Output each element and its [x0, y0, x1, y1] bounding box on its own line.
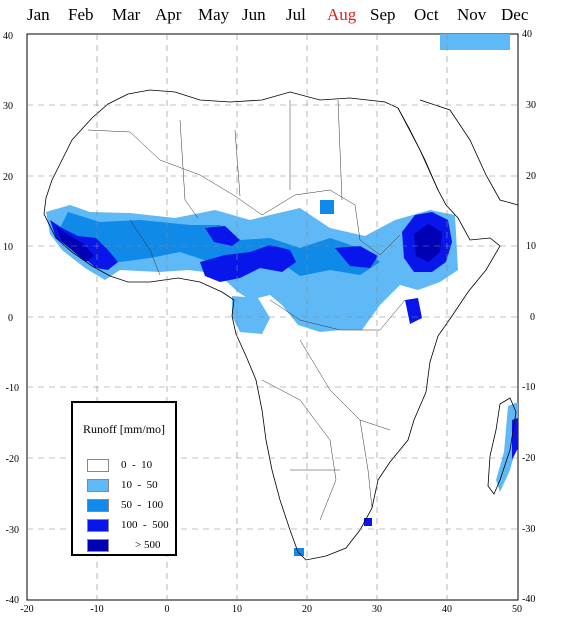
runoff-region-ethiopia-core — [414, 224, 442, 262]
x-tick-label: 10 — [232, 604, 242, 615]
runoff-region-north — [440, 34, 510, 50]
month-jan[interactable]: Jan — [27, 5, 50, 24]
runoff-legend: Runoff [mm/mo] 0 - 10 10 - 50 50 - 100 1… — [71, 401, 177, 556]
month-mar[interactable]: Mar — [112, 5, 141, 24]
y-tick-label: 20 — [526, 171, 536, 182]
month-nov[interactable]: Nov — [457, 5, 487, 24]
x-tick-label: -20 — [20, 604, 33, 615]
legend-item: 50 - 100 — [87, 499, 173, 514]
y-tick-label: -40 — [522, 594, 535, 605]
y-tick-label: 10 — [3, 242, 13, 253]
y-tick-label: -20 — [6, 454, 19, 465]
x-axis-labels: -20 -10 0 10 20 30 40 50 — [20, 604, 522, 615]
y-tick-label: 0 — [8, 313, 13, 324]
legend-swatch — [87, 499, 109, 512]
y-tick-label: 40 — [522, 29, 532, 40]
runoff-region-gabon — [232, 296, 270, 334]
y-tick-label: 40 — [3, 31, 13, 42]
runoff-region-victoria — [405, 298, 422, 324]
month-apr[interactable]: Apr — [155, 5, 182, 24]
legend-label: 10 - 50 — [121, 479, 158, 491]
y-axis-labels-right: 40 30 20 10 0 -10 -20 -30 -40 — [522, 29, 536, 605]
legend-swatch — [87, 539, 109, 552]
madagascar-outline — [487, 397, 517, 495]
x-tick-label: 50 — [512, 604, 522, 615]
y-tick-label: 0 — [530, 312, 535, 323]
x-tick-label: 40 — [442, 604, 452, 615]
country-borders — [87, 99, 406, 521]
x-tick-label: 0 — [165, 604, 170, 615]
legend-item: 10 - 50 — [87, 479, 173, 494]
x-tick-label: -10 — [90, 604, 103, 615]
x-tick-label: 30 — [372, 604, 382, 615]
y-tick-label: -20 — [522, 453, 535, 464]
legend-item: 100 - 500 — [87, 519, 173, 534]
month-jun[interactable]: Jun — [242, 5, 266, 24]
legend-item: > 500 — [87, 539, 173, 554]
legend-label: > 500 — [135, 539, 161, 551]
y-tick-label: -30 — [6, 525, 19, 536]
runoff-region-nigeria — [200, 245, 296, 282]
y-tick-label: 10 — [526, 241, 536, 252]
runoff-region-darfur — [320, 200, 334, 214]
y-tick-label: 30 — [526, 100, 536, 111]
y-tick-label: -10 — [6, 383, 19, 394]
legend-title: Runoff [mm/mo] — [82, 422, 166, 436]
legend-label: 50 - 100 — [121, 499, 164, 511]
runoff-region-cape — [294, 548, 304, 556]
legend-label: 0 - 10 — [121, 459, 153, 471]
y-tick-label: -30 — [522, 524, 535, 535]
runoff-region-guinea-core — [56, 226, 94, 262]
y-tick-label: 20 — [3, 172, 13, 183]
legend-swatch — [87, 479, 109, 492]
month-sep[interactable]: Sep — [370, 5, 396, 24]
x-tick-label: 20 — [302, 604, 312, 615]
runoff-region-sudan — [335, 246, 378, 268]
legend-item: 0 - 10 — [87, 459, 173, 474]
coastlines — [43, 89, 518, 561]
arabia-outline — [419, 99, 518, 206]
month-feb[interactable]: Feb — [68, 5, 94, 24]
africa-outline — [43, 89, 501, 561]
legend-swatch — [87, 459, 109, 472]
month-aug[interactable]: Aug — [327, 5, 357, 24]
y-axis-labels-left: 40 30 20 10 0 -10 -20 -30 -40 — [3, 31, 19, 606]
month-oct[interactable]: Oct — [414, 5, 439, 24]
runoff-layer — [46, 34, 518, 556]
runoff-region-natal — [364, 518, 372, 526]
red-sea-outline — [397, 107, 439, 191]
month-jul[interactable]: Jul — [286, 5, 306, 24]
month-may[interactable]: May — [198, 5, 230, 24]
y-tick-label: -10 — [522, 382, 535, 393]
runoff-region-mid — [58, 212, 380, 276]
legend-swatch — [87, 519, 109, 532]
legend-label: 100 - 500 — [121, 519, 169, 531]
month-selector: Jan Feb Mar Apr May Jun Jul Aug Sep Oct … — [0, 0, 568, 32]
runoff-region-plateau — [205, 226, 240, 246]
y-tick-label: -40 — [6, 595, 19, 606]
runoff-region-madagascar-core — [512, 418, 518, 460]
y-tick-label: 30 — [3, 101, 13, 112]
month-dec[interactable]: Dec — [501, 5, 529, 24]
